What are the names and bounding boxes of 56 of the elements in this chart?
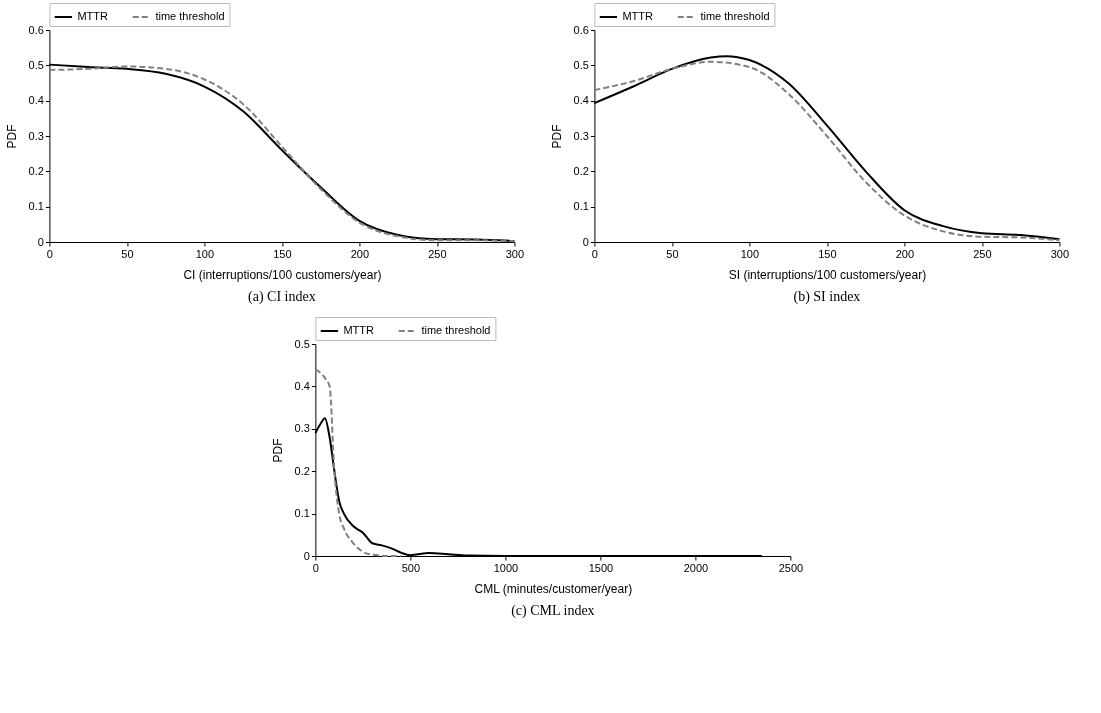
y-axis-title: PDF (270, 438, 285, 463)
y-tick-label: 0 (582, 235, 589, 248)
y-tick-label: 0.1 (294, 507, 310, 520)
x-tick-label: 300 (1050, 247, 1070, 260)
text: (b) SI index (793, 289, 861, 305)
y-tick-label: 0.3 (573, 129, 589, 142)
x-tick-label: 50 (666, 247, 679, 260)
x-axis-title: CI (interruptions/100 customers/year) (183, 267, 382, 282)
x-tick-label: 500 (401, 561, 421, 574)
y-tick-label: 0.6 (28, 23, 44, 36)
y-tick-label: 0.2 (573, 164, 589, 177)
y-tick-label: 0.6 (573, 23, 589, 36)
x-tick-label: 50 (121, 247, 134, 260)
x-tick-label: 100 (195, 247, 215, 260)
y-tick-label: 0.1 (573, 200, 589, 213)
line-series (314, 368, 402, 557)
y-tick-label: 0.4 (573, 94, 589, 107)
x-tick-label: 0 (312, 561, 319, 574)
y-tick-label: 0.4 (28, 94, 44, 107)
y-tick-label: 0.3 (294, 422, 310, 435)
y-tick-label: 0.5 (294, 337, 310, 350)
y-axis-title: PDF (549, 124, 564, 149)
x-tick-label: 150 (818, 247, 837, 260)
x-axis-title: CML (minutes/customer/year) (474, 581, 633, 596)
y-tick-label: 0.2 (28, 164, 44, 177)
y-tick-label: 0.2 (294, 464, 310, 477)
x-tick-label: 300 (505, 247, 525, 260)
x-tick-label: 250 (428, 247, 447, 260)
y-tick-label: 0 (37, 235, 44, 248)
x-tick-label: 1000 (493, 561, 519, 574)
legend-label: MTTR (77, 10, 109, 22)
x-tick-label: 250 (973, 247, 992, 260)
x-tick-label: 2000 (683, 561, 709, 574)
y-tick-label: 0.4 (294, 379, 310, 392)
y-tick-label: 0.5 (28, 58, 44, 71)
x-tick-label: 2500 (778, 561, 804, 574)
x-axis-title: SI (interruptions/100 customers/year) (728, 267, 927, 282)
legend-label: time threshold (155, 10, 225, 22)
legend-label: MTTR (622, 10, 654, 22)
x-tick-label: 200 (350, 247, 370, 260)
x-tick-label: 0 (591, 247, 598, 260)
x-tick-label: 0 (46, 247, 53, 260)
legend-label: time threshold (700, 10, 770, 22)
text: (a) CI index (248, 289, 316, 305)
y-tick-label: 0 (303, 549, 310, 562)
text: (c) CML index (511, 603, 595, 619)
legend-label: MTTR (343, 324, 374, 336)
x-tick-label: 100 (740, 247, 760, 260)
legend-label: time threshold (421, 324, 491, 336)
y-tick-label: 0.3 (28, 129, 44, 142)
y-tick-label: 0.1 (28, 200, 44, 213)
x-tick-label: 200 (895, 247, 915, 260)
x-tick-label: 1500 (588, 561, 614, 574)
y-tick-label: 0.5 (573, 58, 589, 71)
y-axis-title: PDF (4, 124, 19, 149)
x-tick-label: 150 (273, 247, 292, 260)
